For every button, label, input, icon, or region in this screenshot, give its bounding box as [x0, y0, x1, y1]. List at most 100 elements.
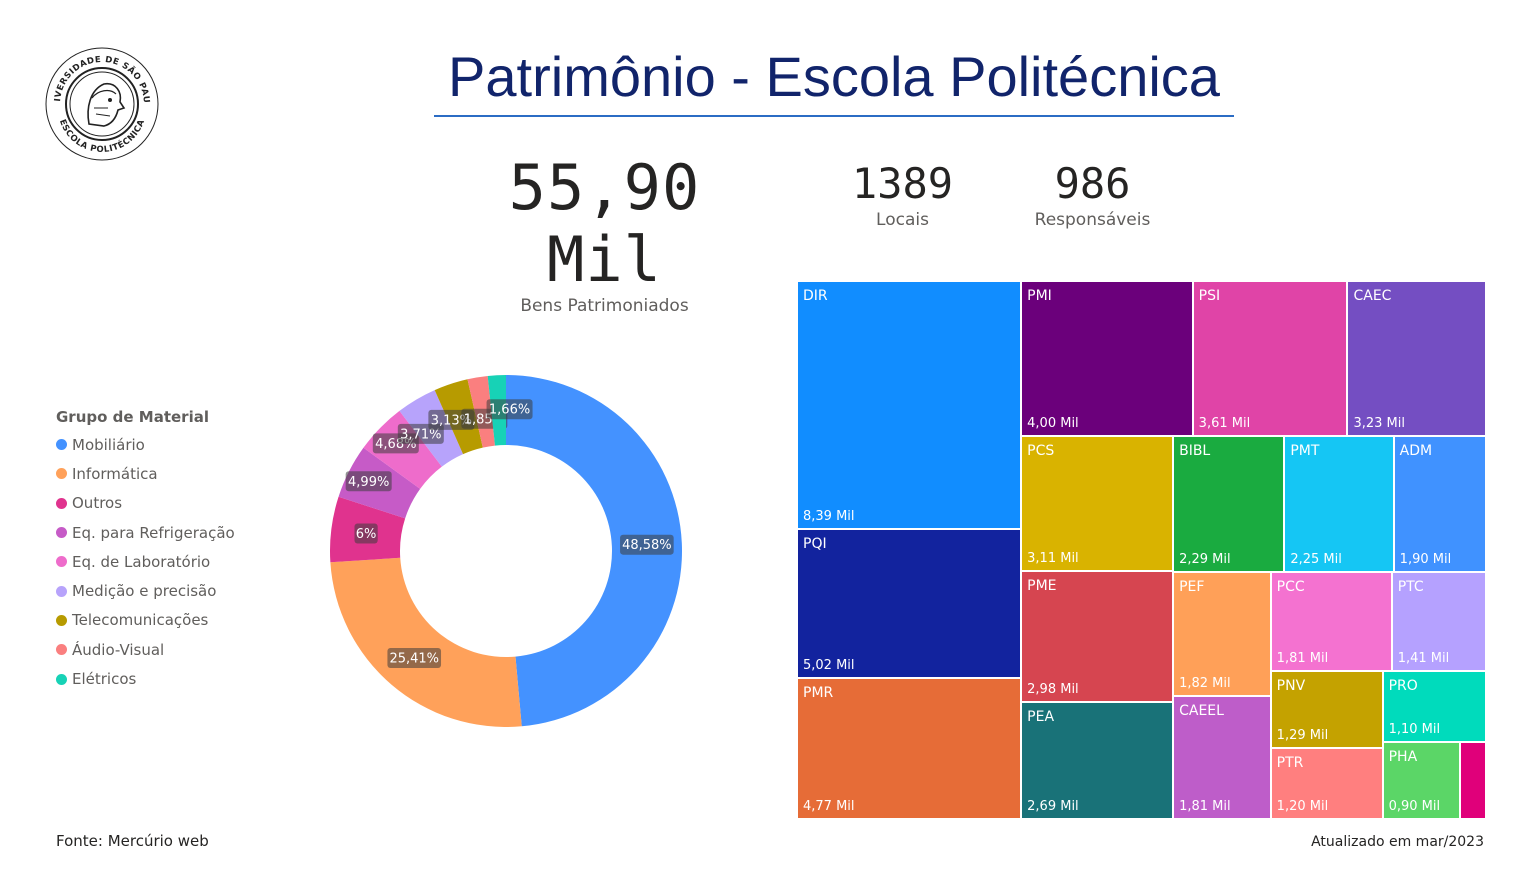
legend-item[interactable]: Informática: [56, 459, 235, 488]
legend-swatch: [56, 439, 67, 451]
treemap-tile-name: PCS: [1027, 442, 1055, 459]
usp-poli-logo: UNIVERSIDADE DE SÃO PAULO ESCOLA POLITÉC…: [40, 39, 160, 162]
treemap-tile[interactable]: PME 2,98 Mil: [1021, 571, 1174, 702]
treemap-tile-value: 1,81 Mil: [1179, 798, 1231, 814]
treemap-tile-name: PQI: [803, 536, 827, 553]
treemap-tile-value: 2,69 Mil: [1027, 798, 1079, 814]
treemap-tile-name: PRO: [1388, 678, 1418, 695]
treemap-tile-value: 1,29 Mil: [1276, 727, 1329, 743]
treemap-tile-name: PMT: [1290, 442, 1320, 459]
donut-label-bg: [345, 471, 392, 492]
treemap-tile[interactable]: ADM 1,90 Mil: [1393, 435, 1486, 573]
legend-swatch: [56, 497, 67, 509]
legend-swatch: [56, 556, 67, 568]
material-group-donut-chart[interactable]: 48,58%25,41%6%4,99%4,68%3,71%3,13%1,85%1…: [325, 370, 687, 732]
legend-item[interactable]: Eq. para Refrigeração: [56, 518, 235, 547]
treemap-tile-name: PMR: [803, 684, 834, 701]
treemap-tile-value: 4,00 Mil: [1027, 415, 1079, 431]
department-treemap[interactable]: DIR 8,39 Mil PQI 5,02 Mil PMR 4,77 Mil PMI 4,00…: [797, 281, 1486, 819]
legend-item[interactable]: Mobiliário: [56, 430, 235, 459]
legend-title: Grupo de Material: [56, 408, 209, 426]
kpi-locais-label: Locais: [876, 210, 929, 230]
donut-slice[interactable]: [506, 375, 683, 727]
kpi-bens-card[interactable]: 55,90 Mil Bens Patrimoniados: [452, 151, 757, 317]
kpi-responsaveis-label: Responsáveis: [1034, 210, 1151, 230]
treemap-tile[interactable]: PSI 3,61 Mil: [1192, 281, 1348, 436]
kpi-locais-value: 1389: [851, 159, 954, 208]
legend-swatch: [56, 527, 67, 539]
treemap-tile[interactable]: PCC 1,81 Mil: [1270, 572, 1392, 672]
kpi-responsaveis-value: 986: [1054, 159, 1131, 208]
treemap-tile-value: 3,11 Mil: [1027, 551, 1079, 567]
treemap-tile-name: DIR: [803, 288, 828, 304]
treemap-tile-value: 1,10 Mil: [1388, 721, 1441, 737]
legend-label: Elétricos: [72, 670, 137, 689]
treemap-tile-value: 5,02 Mil: [803, 657, 855, 673]
donut-data-label: 48,58%: [622, 538, 672, 553]
svg-text:ESCOLA POLITÉCNICA: ESCOLA POLITÉCNICA: [57, 118, 147, 155]
treemap-tile-value: 2,29 Mil: [1179, 552, 1231, 568]
treemap-tile[interactable]: PCS 3,11 Mil: [1021, 435, 1174, 572]
legend-label: Eq. para Refrigeração: [72, 523, 235, 542]
donut-data-label: 3,71%: [400, 427, 441, 442]
treemap-tile-name: PNV: [1276, 678, 1306, 695]
treemap-tile-name: BIBL: [1179, 442, 1211, 459]
legend-label: Áudio-Visual: [72, 640, 165, 659]
treemap-tile[interactable]: PEA 2,69 Mil: [1021, 701, 1174, 819]
treemap-tile-name: PME: [1027, 578, 1057, 595]
updated-note: Atualizado em mar/2023: [1311, 834, 1484, 850]
legend-item[interactable]: Outros: [56, 489, 235, 518]
treemap-tile-name: PTC: [1397, 579, 1424, 596]
treemap-tile[interactable]: CAEC 3,23 Mil: [1347, 281, 1486, 436]
legend-label: Telecomunicações: [72, 611, 209, 630]
treemap-tile[interactable]: BIBL 2,29 Mil: [1173, 435, 1285, 573]
treemap-tile[interactable]: CAEEL 1,81 Mil: [1173, 695, 1271, 819]
treemap-tile-value: 1,90 Mil: [1399, 552, 1452, 568]
treemap-tile-value: 3,23 Mil: [1353, 415, 1406, 431]
treemap-tile[interactable]: PTC 1,41 Mil: [1391, 572, 1486, 672]
treemap-tile[interactable]: PHA 0,90 Mil: [1382, 742, 1461, 819]
treemap-tile-name: CAEC: [1353, 288, 1392, 304]
treemap-tile-value: 0,90 Mil: [1388, 798, 1441, 814]
svg-text:UNIVERSIDADE DE SÃO PAULO: UNIVERSIDADE DE SÃO PAULO: [44, 46, 151, 104]
treemap-tile[interactable]: DIR 8,39 Mil: [797, 281, 1022, 530]
legend-label: Outros: [72, 494, 123, 513]
legend-item[interactable]: Medição e precisão: [56, 576, 235, 605]
donut-data-label: 1,66%: [489, 403, 530, 418]
treemap-tile-name: PMI: [1027, 288, 1052, 304]
donut-slice[interactable]: [330, 557, 522, 727]
treemap-tile[interactable]: PRO 1,10 Mil: [1382, 671, 1486, 742]
treemap-tile[interactable]: PQI 5,02 Mil: [797, 529, 1022, 678]
legend-label: Eq. de Laboratório: [72, 552, 211, 571]
source-note: Fonte: Mercúrio web: [56, 832, 209, 850]
legend-item[interactable]: Áudio-Visual: [56, 635, 235, 664]
title-underline: [434, 115, 1234, 117]
treemap-tile[interactable]: PEF 1,82 Mil: [1173, 572, 1271, 696]
treemap-tile-name: PEA: [1027, 708, 1055, 725]
kpi-locais-card[interactable]: 1389 Locais: [830, 158, 975, 230]
treemap-tile[interactable]: PMI 4,00 Mil: [1021, 281, 1193, 436]
kpi-bens-value: 55,90 Mil: [508, 151, 701, 296]
legend-item[interactable]: Eq. de Laboratório: [56, 547, 235, 576]
legend-item[interactable]: Elétricos: [56, 664, 235, 693]
treemap-tile[interactable]: PNV 1,29 Mil: [1270, 671, 1383, 748]
treemap-tile[interactable]: PTR 1,20 Mil: [1270, 747, 1383, 819]
legend-swatch: [56, 673, 67, 685]
donut-label-bg: [387, 648, 442, 669]
treemap-tile-name: PTR: [1276, 754, 1304, 771]
treemap-tile[interactable]: PMR 4,77 Mil: [797, 677, 1022, 819]
legend-item[interactable]: Telecomunicações: [56, 606, 235, 635]
donut-data-label: 6%: [356, 527, 377, 542]
treemap-tile[interactable]: PMT 2,25 Mil: [1284, 435, 1394, 573]
legend-swatch: [56, 585, 67, 597]
legend-label: Informática: [72, 464, 158, 483]
treemap-tile-value: 1,41 Mil: [1397, 651, 1450, 667]
donut-data-label: 25,41%: [389, 652, 439, 667]
treemap-tile-value: 2,98 Mil: [1027, 681, 1079, 697]
kpi-bens-label: Bens Patrimoniados: [520, 296, 689, 316]
treemap-tile-name: CAEEL: [1179, 702, 1224, 719]
treemap-tile-name: PHA: [1388, 749, 1418, 765]
treemap-tile[interactable]: [1460, 742, 1486, 819]
donut-label-bg: [354, 523, 378, 544]
kpi-responsaveis-card[interactable]: 986 Responsáveis: [1020, 158, 1165, 230]
